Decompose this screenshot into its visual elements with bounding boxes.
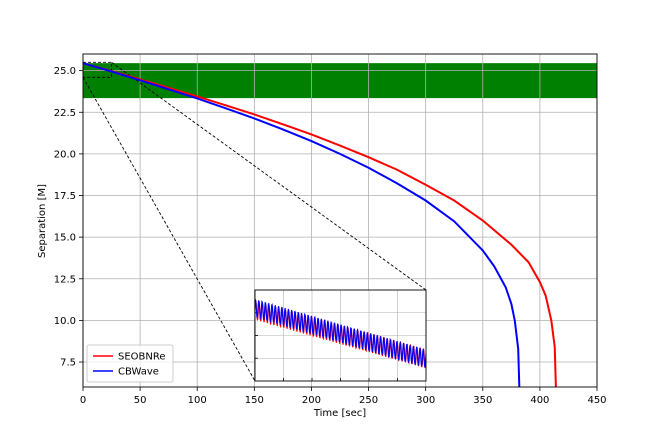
legend-frame	[86, 344, 174, 383]
y-tick-label-20-0: 20.0	[54, 149, 76, 160]
plot-frame	[82, 53, 598, 388]
axes-layer	[82, 53, 598, 388]
inset-frame	[254, 289, 427, 382]
x-tick-label-250: 250	[359, 395, 378, 406]
inset-series-line-cbwave	[254, 299, 427, 368]
y-tick-label-22-5: 22.5	[54, 108, 76, 119]
series-line-cbwave	[82, 62, 521, 388]
series-layer	[82, 62, 557, 388]
x-axis-label: Time [sec]	[313, 408, 366, 419]
x-tick-label-300: 300	[416, 395, 435, 406]
shaded-band	[83, 63, 597, 99]
zoom-indicator-layer	[82, 61, 427, 382]
x-tick-label-450: 450	[587, 395, 606, 406]
y-tick-label-10-0: 10.0	[54, 316, 76, 327]
legend-label-cbwave: CBWave	[118, 367, 159, 378]
inset-layer	[254, 289, 427, 382]
ticks-layer: 0 50 100 150 200 250 300 350 400 450 7.5 10.0 12.5 15…	[54, 66, 607, 406]
x-tick-label-0: 0	[80, 395, 86, 406]
y-axis-label: Separation [M]	[37, 184, 48, 258]
y-tick-label-12-5: 12.5	[54, 274, 76, 285]
y-tick-label-15-0: 15.0	[54, 233, 76, 244]
legend: SEOBNRe CBWave	[86, 344, 174, 383]
shaded-band-layer	[83, 63, 597, 99]
x-tick-label-400: 400	[530, 395, 549, 406]
y-tick-label-17-5: 17.5	[54, 191, 76, 202]
legend-label-seobnre: SEOBNRe	[118, 352, 166, 363]
zoom-connector-lower	[82, 77, 256, 382]
x-tick-label-200: 200	[302, 395, 321, 406]
x-tick-label-350: 350	[473, 395, 492, 406]
y-tick-label-25-0: 25.0	[54, 66, 76, 77]
zoom-region-box	[82, 61, 113, 78]
x-tick-label-150: 150	[245, 395, 264, 406]
x-tick-label-50: 50	[134, 395, 147, 406]
x-tick-label-100: 100	[188, 395, 207, 406]
y-tick-label-7-5: 7.5	[60, 358, 76, 369]
series-line-seobnre	[82, 62, 557, 388]
